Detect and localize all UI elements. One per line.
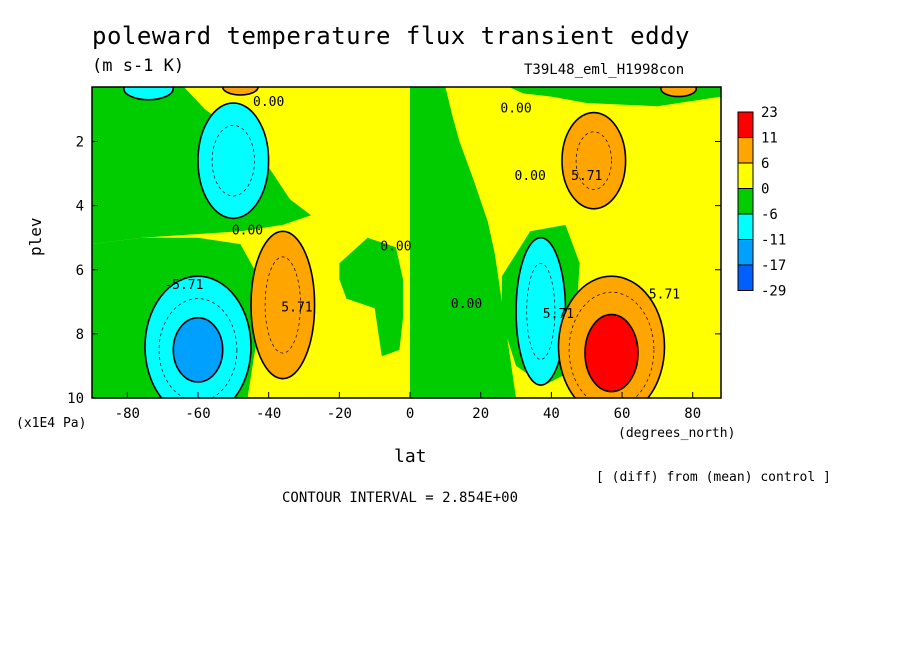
legend-level-label: -29	[761, 284, 786, 300]
thin-contour-4	[568, 291, 655, 398]
contour-label: -5.71	[164, 278, 203, 293]
contour-label: 0.00	[451, 297, 482, 312]
y-tick-label: 8	[76, 327, 84, 343]
x-tick-label: 20	[472, 406, 489, 422]
diff-note: [ (diff) from (mean) control ]	[596, 470, 831, 485]
x-tick-label: -20	[327, 406, 352, 422]
x-tick-label: 80	[684, 406, 701, 422]
run-label: T39L48_eml_H1998con	[524, 62, 685, 78]
thin-contour-5	[575, 131, 612, 190]
negative-region-3	[339, 237, 403, 357]
contour-label: 0.00	[232, 223, 263, 238]
blue-cell-sh-lower	[172, 316, 224, 383]
legend-level-label: 11	[761, 131, 778, 147]
x-tick-label: 60	[614, 406, 631, 422]
legend-swatch	[737, 264, 754, 291]
contour-label: 0.00	[500, 102, 531, 117]
legend-level-label: -17	[761, 258, 786, 274]
x-tick-label: 0	[406, 406, 414, 422]
contour-label: 5.71	[543, 307, 574, 322]
cyan-cell-sh-upper	[197, 102, 270, 220]
legend-level-label: 6	[761, 156, 769, 172]
legend-level-label: -11	[761, 233, 786, 249]
negative-region-0	[410, 87, 516, 398]
legend-swatch	[737, 188, 754, 215]
x-tick-label: -60	[185, 406, 210, 422]
x-tick-label: 40	[543, 406, 560, 422]
contour-label: 5.71	[281, 300, 312, 315]
orange-cell-top-sh	[221, 87, 259, 96]
y-tick-label: 4	[76, 199, 84, 215]
chart-title: poleward temperature flux transient eddy	[92, 22, 690, 50]
orange-cell-nh-upper	[561, 111, 627, 210]
legend-swatch	[737, 162, 754, 189]
x-axis-label: lat	[394, 446, 427, 467]
contour-label: 0.00	[380, 240, 411, 255]
y-tick-label: 6	[76, 263, 84, 279]
legend-swatch	[737, 213, 754, 240]
legend-swatch	[737, 137, 754, 164]
legend-level-label: 23	[761, 105, 778, 121]
orange-cell-top-nh	[660, 87, 698, 98]
cyan-cell-top-left	[123, 87, 174, 101]
y-axis-unit: (x1E4 Pa)	[16, 416, 87, 431]
contour-label: 0.00	[515, 169, 546, 184]
contour-interval: CONTOUR INTERVAL = 2.854E+00	[282, 490, 519, 506]
orange-cell-sh	[250, 230, 316, 380]
red-cell-nh	[584, 313, 639, 393]
legend-swatch	[737, 111, 754, 138]
contour-label: 0.00	[253, 95, 284, 110]
x-axis-unit: (degrees_north)	[618, 426, 736, 441]
y-tick-label: 2	[76, 135, 84, 151]
thin-contour-0	[158, 298, 238, 398]
thin-contour-3	[264, 256, 301, 354]
thin-contour-1	[211, 125, 255, 197]
contour-label: 5.71	[649, 288, 680, 303]
x-tick-label: -40	[256, 406, 281, 422]
contour-label: 5.71	[571, 169, 602, 184]
plot-frame	[91, 86, 722, 399]
y-tick-label: 10	[67, 391, 84, 407]
units-label: (m s-1 K)	[92, 56, 185, 76]
x-tick-label: -80	[115, 406, 140, 422]
thin-contour-2	[526, 262, 556, 360]
legend-level-label: 0	[761, 182, 769, 198]
legend-level-label: -6	[761, 207, 778, 223]
legend-swatch	[737, 239, 754, 266]
